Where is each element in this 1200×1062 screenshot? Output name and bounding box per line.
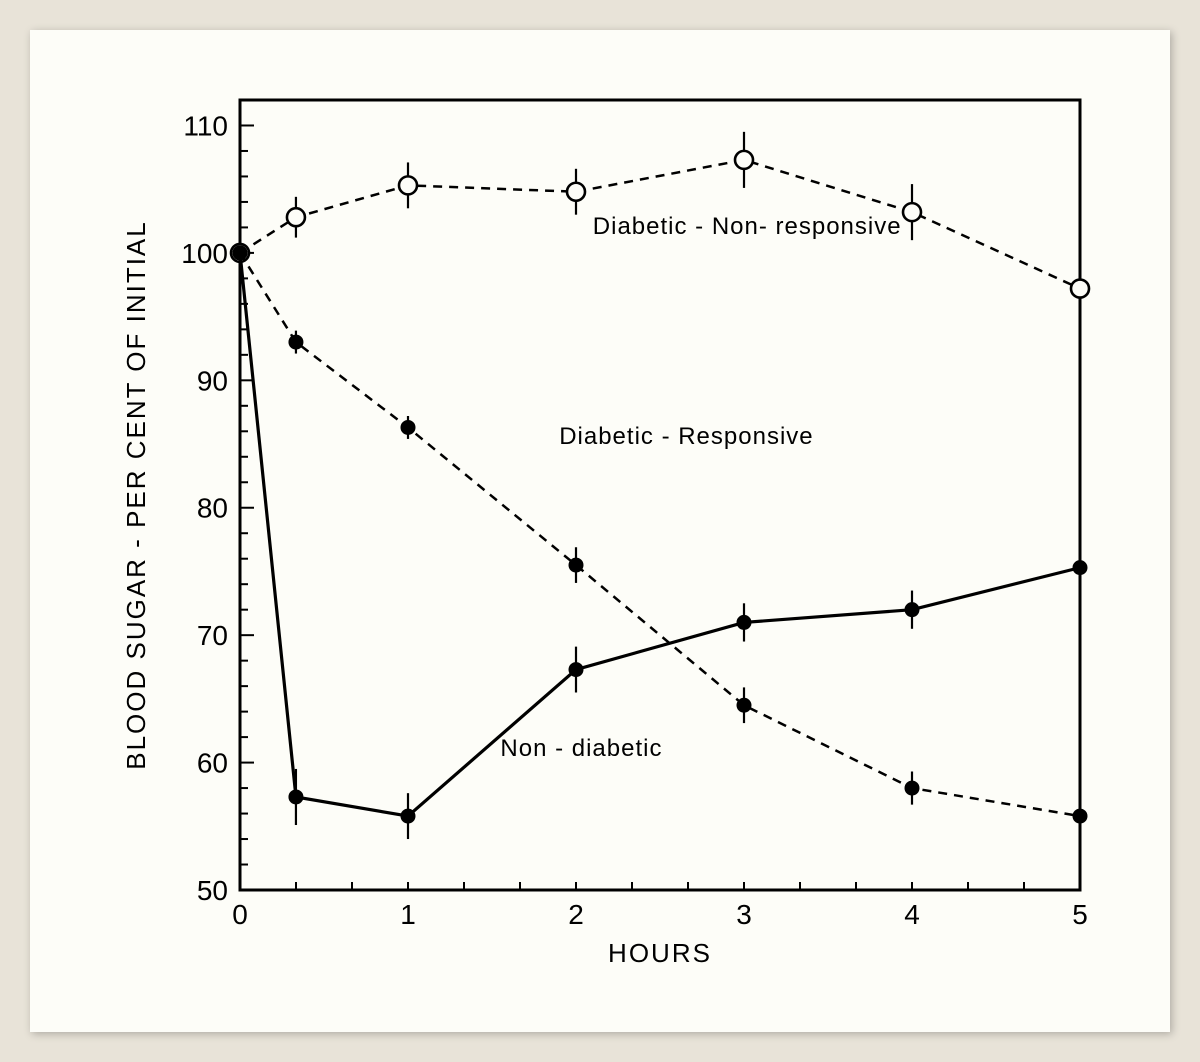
svg-text:60: 60 — [197, 748, 228, 779]
series-label: Diabetic - Responsive — [559, 423, 813, 450]
svg-text:HOURS: HOURS — [608, 938, 712, 968]
series-label: Non - diabetic — [500, 735, 662, 762]
svg-text:90: 90 — [197, 365, 228, 396]
chart-svg: 0 1 2 3 4 5 50 60 70 80 90 100 110 HOURS BLOOD SUGAR -… — [90, 80, 1110, 980]
svg-text:4: 4 — [904, 899, 920, 930]
svg-text:100: 100 — [181, 238, 228, 269]
series-label: Diabetic - Non- responsive — [593, 213, 902, 240]
svg-text:1: 1 — [400, 899, 416, 930]
svg-text:0: 0 — [232, 899, 248, 930]
svg-text:70: 70 — [197, 620, 228, 651]
photo-frame: 0 1 2 3 4 5 50 60 70 80 90 100 110 HOURS BLOOD SUGAR -… — [30, 30, 1170, 1032]
svg-text:5: 5 — [1072, 899, 1088, 930]
svg-text:80: 80 — [197, 493, 228, 524]
svg-text:BLOOD SUGAR - PER CENT OF INIT: BLOOD SUGAR - PER CENT OF INITIAL — [121, 220, 151, 770]
svg-text:50: 50 — [197, 875, 228, 906]
svg-text:2: 2 — [568, 899, 584, 930]
svg-text:3: 3 — [736, 899, 752, 930]
chart-container: 0 1 2 3 4 5 50 60 70 80 90 100 110 HOURS BLOOD SUGAR -… — [90, 80, 1110, 980]
svg-text:110: 110 — [183, 110, 228, 141]
